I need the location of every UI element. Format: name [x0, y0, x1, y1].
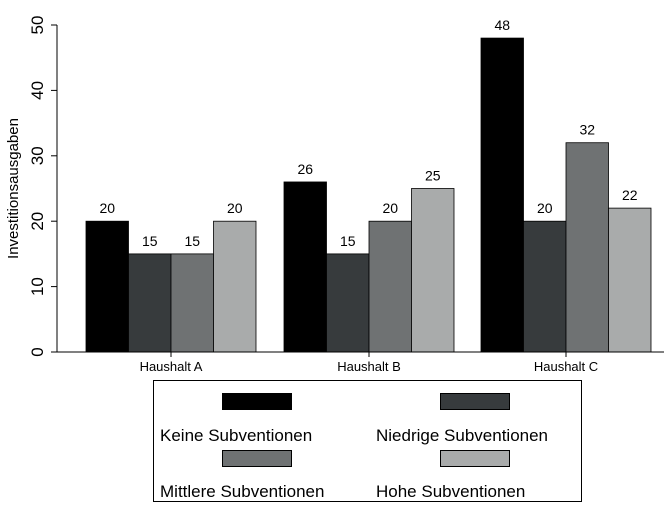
bar-value-label: 26 [297, 161, 313, 177]
x-tick-label: Haushalt A [140, 359, 203, 374]
x-axis: Haushalt A Haushalt B Haushalt C [57, 351, 664, 374]
bar-value-label: 15 [142, 233, 158, 249]
legend-item-1: Niedrige Subventionen [376, 391, 586, 446]
bar [283, 181, 327, 353]
y-tick-label: 40 [28, 81, 47, 100]
bar-value-label: 15 [184, 233, 200, 249]
legend-label-0: Keine Subventionen [160, 426, 313, 445]
bar-value-label: 48 [494, 17, 510, 33]
bar-value-label: 22 [622, 187, 638, 203]
bar [128, 253, 172, 353]
bars: 20 15 15 20 26 15 20 25 48 20 32 22 [85, 17, 652, 353]
legend-swatch-2 [222, 450, 292, 467]
legend: Keine Subventionen Niedrige Subventionen… [153, 380, 582, 502]
legend-item-3: Hohe Subventionen [376, 447, 586, 502]
bar-value-label: 32 [579, 122, 595, 138]
y-tick-label: 10 [28, 277, 47, 296]
bar [326, 253, 370, 353]
legend-label-2: Mittlere Subventionen [160, 482, 325, 501]
bar [85, 220, 129, 353]
bar [368, 220, 412, 353]
y-tick-label: 50 [28, 16, 47, 35]
legend-swatch-3 [440, 450, 510, 467]
y-axis-title: Investitionsausgaben [5, 118, 22, 259]
legend-swatch-1 [440, 393, 510, 410]
bar [565, 142, 609, 353]
bar [411, 188, 455, 353]
y-tick-label: 0 [28, 347, 47, 356]
bar-value-label: 20 [537, 200, 553, 216]
legend-item-2: Mittlere Subventionen [160, 447, 370, 502]
bar-value-label: 20 [382, 200, 398, 216]
legend-label-1: Niedrige Subventionen [376, 426, 549, 445]
bar [608, 207, 652, 353]
legend-label-3: Hohe Subventionen [376, 482, 526, 501]
bar [523, 220, 567, 353]
bar [213, 220, 257, 353]
legend-swatch-0 [222, 393, 292, 410]
bar [170, 253, 214, 353]
y-axis: 0 10 20 30 40 50 Investitionsausgaben [5, 16, 58, 357]
bar-value-label: 20 [227, 200, 243, 216]
bar [480, 37, 524, 353]
x-tick-label: Haushalt B [337, 359, 401, 374]
x-tick-label: Haushalt C [534, 359, 598, 374]
y-tick-label: 20 [28, 212, 47, 231]
bar-value-label: 15 [340, 233, 356, 249]
y-tick-label: 30 [28, 146, 47, 165]
legend-item-0: Keine Subventionen [160, 391, 370, 446]
bar-value-label: 25 [425, 168, 441, 184]
bar-value-label: 20 [99, 200, 115, 216]
